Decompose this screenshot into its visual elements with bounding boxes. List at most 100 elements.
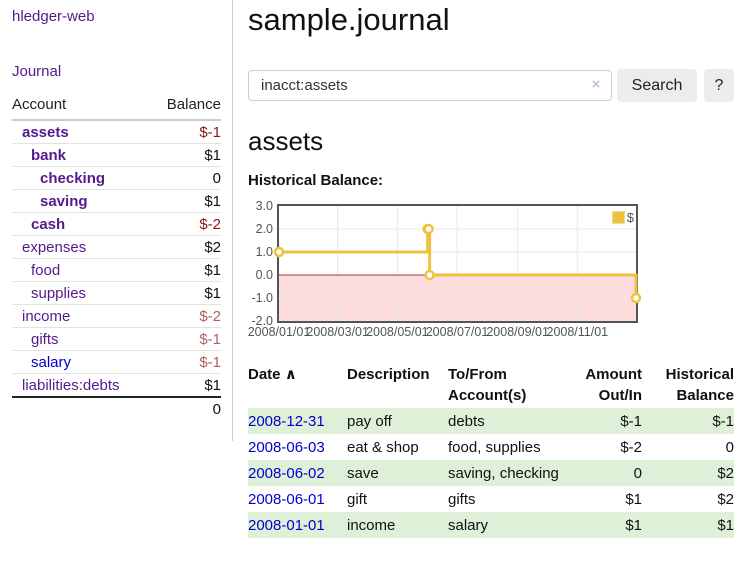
search-input[interactable] xyxy=(248,70,612,101)
y-axis-tick: 1.0 xyxy=(255,245,273,259)
register-col-amount: Amount Out/In xyxy=(585,366,642,404)
transaction-amount: $-2 xyxy=(620,438,642,456)
register-col-description: Description xyxy=(347,366,430,383)
x-axis-tick: 2008/05/01 xyxy=(366,325,429,339)
sidebar-item-expenses[interactable]: expenses xyxy=(22,238,87,256)
main-content: sample.journal × Search ? assets Histori… xyxy=(248,0,742,582)
page-title: sample.journal xyxy=(248,2,450,37)
search-button[interactable]: Search xyxy=(617,69,697,102)
transaction-date-link[interactable]: 2008-01-01 xyxy=(248,516,325,534)
table-row: gifts $-1 xyxy=(12,327,221,351)
sidebar-item-bank[interactable]: bank xyxy=(31,146,67,164)
y-axis-tick: 3.0 xyxy=(255,199,273,213)
sidebar-item-assets[interactable]: assets xyxy=(22,123,69,141)
sidebar-item-food[interactable]: food xyxy=(31,261,61,279)
x-axis-tick: 2008/09/01 xyxy=(486,325,549,339)
transaction-amount: $1 xyxy=(563,512,642,538)
sidebar-item-liabilities-debts[interactable]: liabilities:debts xyxy=(22,376,120,394)
account-balance: $-2 xyxy=(150,212,221,236)
transaction-accounts: food, supplies xyxy=(448,438,541,456)
table-row: checking 0 xyxy=(12,166,221,190)
balance-chart: 3.0 2.0 1.0 0.0 -1.0 -2.0 $ 2008/01/01 2008/03… xyxy=(247,199,668,349)
table-row: food $1 xyxy=(12,258,221,282)
sort-ascending-icon: ∧ xyxy=(284,366,297,383)
transaction-amount: $1 xyxy=(625,490,642,508)
transaction-date-link[interactable]: 2008-12-31 xyxy=(248,412,325,430)
table-row: 2008-06-01 gift gifts $1 $2 xyxy=(248,486,734,512)
transaction-description: eat & shop xyxy=(347,438,419,456)
sidebar-item-saving[interactable]: saving xyxy=(40,192,88,210)
table-row: cash $-2 xyxy=(12,212,221,236)
table-row: liabilities:debts $1 xyxy=(12,373,221,398)
transaction-amount: $-1 xyxy=(563,408,642,434)
y-axis-tick: -1.0 xyxy=(251,291,273,305)
table-row: expenses $2 xyxy=(12,235,221,259)
table-row: salary $-1 xyxy=(12,350,221,374)
y-axis-tick: 0.0 xyxy=(255,268,273,282)
accounts-header-row: Account Balance xyxy=(12,94,221,121)
accounts-table: Account Balance assets $-1 bank $1 check… xyxy=(12,94,221,420)
x-axis-tick: 2008/07/01 xyxy=(425,325,489,339)
transaction-balance: $2 xyxy=(717,490,734,508)
sidebar-item-salary[interactable]: salary xyxy=(31,353,72,371)
sidebar-item-journal[interactable]: Journal xyxy=(12,63,62,80)
sidebar-item-gifts[interactable]: gifts xyxy=(31,330,59,348)
table-row: bank $1 xyxy=(12,143,221,167)
transaction-accounts: debts xyxy=(448,408,563,434)
table-row: 2008-12-31 pay off debts $-1 $-1 xyxy=(248,408,734,434)
account-balance: $1 xyxy=(150,373,221,398)
register-header-row: Date ∧ Description To/From Account(s) Am… xyxy=(248,362,734,408)
transaction-date-link[interactable]: 2008-06-01 xyxy=(248,490,325,508)
app-brand-link[interactable]: hledger-web xyxy=(12,8,95,25)
account-balance: 0 xyxy=(150,166,221,190)
table-row: supplies $1 xyxy=(12,281,221,305)
sidebar-item-supplies[interactable]: supplies xyxy=(31,284,87,302)
transaction-amount: 0 xyxy=(563,460,642,486)
account-balance: $1 xyxy=(150,143,221,167)
account-balance: $1 xyxy=(150,281,221,305)
sidebar-item-cash[interactable]: cash xyxy=(31,215,66,233)
transaction-description: save xyxy=(347,460,448,486)
transaction-description: income xyxy=(347,512,448,538)
account-balance: $-2 xyxy=(150,304,221,328)
transaction-date-link[interactable]: 2008-06-02 xyxy=(248,464,325,482)
sidebar: hledger-web Journal Account Balance asse… xyxy=(0,0,233,441)
account-balance: $2 xyxy=(150,235,221,259)
table-row: saving $1 xyxy=(12,189,221,213)
transaction-accounts: saving, checking xyxy=(448,460,563,486)
sidebar-item-income[interactable]: income xyxy=(22,307,71,325)
table-row: 2008-01-01 income salary $1 $1 xyxy=(248,512,734,538)
accounts-total-value: 0 xyxy=(150,396,221,420)
accounts-col-account: Account xyxy=(12,94,151,121)
account-heading: assets xyxy=(248,126,324,156)
transaction-accounts: salary xyxy=(448,512,563,538)
table-row: assets $-1 xyxy=(12,120,221,144)
transaction-balance: $-1 xyxy=(642,408,734,434)
transaction-balance: 0 xyxy=(725,438,734,456)
account-balance: $1 xyxy=(150,189,221,213)
transaction-date-link[interactable]: 2008-06-03 xyxy=(248,438,325,456)
x-axis-tick: 2008/11/01 xyxy=(546,325,609,339)
clear-search-icon[interactable]: × xyxy=(591,76,601,93)
transaction-balance: $2 xyxy=(642,460,734,486)
legend-swatch-icon xyxy=(611,211,625,224)
register-col-balance: Historical Balance xyxy=(665,366,734,404)
transaction-description: gift xyxy=(347,490,368,508)
table-row: 2008-06-02 save saving, checking 0 $2 xyxy=(248,460,734,486)
legend-label: $ xyxy=(626,210,634,225)
x-axis-tick: 2008/03/01 xyxy=(306,325,369,339)
accounts-col-balance: Balance xyxy=(150,94,221,121)
transaction-balance: $1 xyxy=(642,512,734,538)
help-button[interactable]: ? xyxy=(704,69,734,102)
sidebar-item-checking[interactable]: checking xyxy=(40,169,106,187)
historical-balance-label: Historical Balance: xyxy=(248,172,384,189)
register-col-accounts: To/From Account(s) xyxy=(448,366,527,404)
chart-plot-area[interactable]: $ xyxy=(273,204,642,323)
account-balance: $-1 xyxy=(150,327,221,351)
accounts-total-row: 0 xyxy=(12,396,221,420)
chart-legend: $ xyxy=(611,210,634,225)
account-balance: $-1 xyxy=(150,120,221,144)
transaction-accounts: gifts xyxy=(448,490,476,508)
table-row: income $-2 xyxy=(12,304,221,328)
x-axis-tick: 2008/01/01 xyxy=(247,325,311,339)
